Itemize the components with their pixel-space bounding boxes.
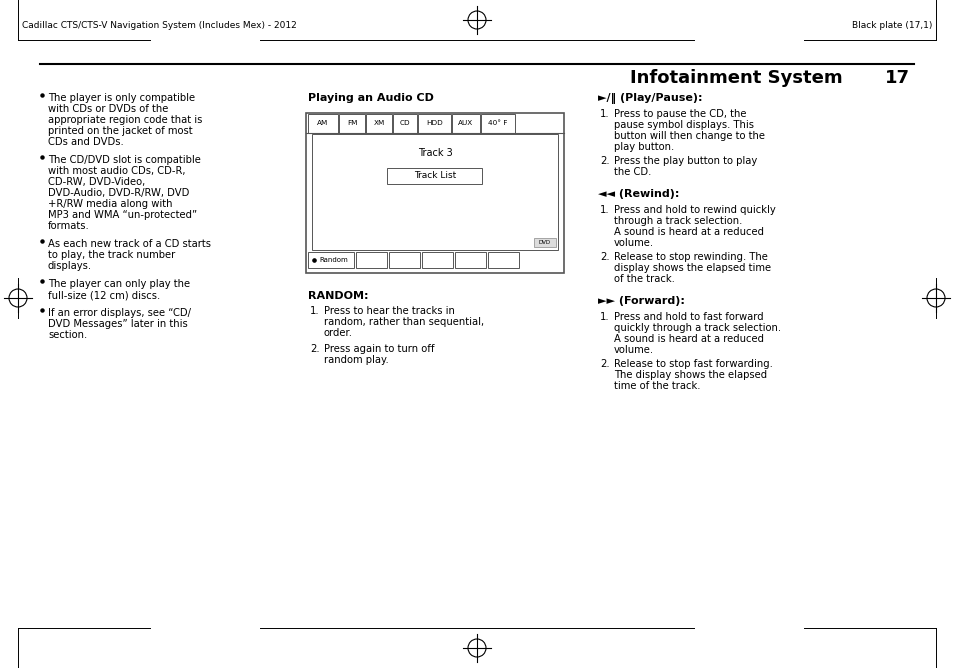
- Bar: [452, 114, 479, 133]
- Bar: [393, 114, 416, 133]
- Bar: [455, 252, 485, 268]
- Text: 1.: 1.: [599, 109, 609, 119]
- Text: Track 3: Track 3: [417, 148, 452, 158]
- Text: CD: CD: [399, 120, 410, 126]
- Bar: [355, 252, 387, 268]
- Text: through a track selection.: through a track selection.: [614, 216, 741, 226]
- Text: RANDOM:: RANDOM:: [308, 291, 368, 301]
- Bar: [417, 114, 451, 133]
- Text: XM: XM: [373, 120, 384, 126]
- Bar: [338, 114, 365, 133]
- Text: Infotainment System: Infotainment System: [629, 69, 841, 87]
- Text: Press again to turn off: Press again to turn off: [324, 344, 434, 354]
- Text: random play.: random play.: [324, 355, 388, 365]
- Text: The player can only play the: The player can only play the: [48, 279, 190, 289]
- Text: HDD: HDD: [426, 120, 442, 126]
- Text: As each new track of a CD starts: As each new track of a CD starts: [48, 239, 211, 249]
- Bar: [421, 252, 453, 268]
- Text: CD-RW, DVD-Video,: CD-RW, DVD-Video,: [48, 177, 145, 187]
- Text: DVD-Audio, DVD-R/RW, DVD: DVD-Audio, DVD-R/RW, DVD: [48, 188, 190, 198]
- Bar: [480, 114, 515, 133]
- Text: AUX: AUX: [457, 120, 473, 126]
- Bar: [306, 113, 563, 273]
- Text: DVD: DVD: [538, 240, 551, 245]
- Text: random, rather than sequential,: random, rather than sequential,: [324, 317, 483, 327]
- Text: The CD/DVD slot is compatible: The CD/DVD slot is compatible: [48, 155, 201, 165]
- Bar: [308, 252, 354, 268]
- Text: 40° F: 40° F: [488, 120, 507, 126]
- Text: volume.: volume.: [614, 345, 654, 355]
- Text: Press to hear the tracks in: Press to hear the tracks in: [324, 306, 455, 316]
- Text: ◄◄ (Rewind):: ◄◄ (Rewind):: [598, 189, 679, 199]
- Bar: [366, 114, 392, 133]
- Text: 17: 17: [884, 69, 909, 87]
- Text: 2.: 2.: [599, 359, 609, 369]
- Text: Press to pause the CD, the: Press to pause the CD, the: [614, 109, 745, 119]
- Text: 2.: 2.: [599, 252, 609, 262]
- Text: of the track.: of the track.: [614, 274, 674, 284]
- Text: section.: section.: [48, 330, 87, 340]
- Text: AM: AM: [317, 120, 328, 126]
- Text: appropriate region code that is: appropriate region code that is: [48, 115, 202, 125]
- Text: formats.: formats.: [48, 221, 90, 231]
- Bar: [312, 134, 558, 250]
- Text: ►► (Forward):: ►► (Forward):: [598, 296, 684, 306]
- Text: full-size (12 cm) discs.: full-size (12 cm) discs.: [48, 290, 160, 300]
- Text: Release to stop fast forwarding.: Release to stop fast forwarding.: [614, 359, 772, 369]
- Text: Playing an Audio CD: Playing an Audio CD: [308, 93, 434, 103]
- Text: quickly through a track selection.: quickly through a track selection.: [614, 323, 781, 333]
- Text: A sound is heard at a reduced: A sound is heard at a reduced: [614, 334, 763, 344]
- Text: the CD.: the CD.: [614, 167, 651, 177]
- Text: to play, the track number: to play, the track number: [48, 250, 175, 260]
- Text: display shows the elapsed time: display shows the elapsed time: [614, 263, 770, 273]
- Text: Track List: Track List: [414, 172, 456, 180]
- Text: order.: order.: [324, 328, 353, 338]
- Text: 2.: 2.: [599, 156, 609, 166]
- Text: +R/RW media along with: +R/RW media along with: [48, 199, 172, 209]
- Text: Random: Random: [319, 257, 348, 263]
- Text: 1.: 1.: [310, 306, 319, 316]
- Text: Press and hold to rewind quickly: Press and hold to rewind quickly: [614, 205, 775, 215]
- Text: The display shows the elapsed: The display shows the elapsed: [614, 370, 766, 380]
- Text: 1.: 1.: [599, 312, 609, 322]
- Text: A sound is heard at a reduced: A sound is heard at a reduced: [614, 227, 763, 237]
- Text: Black plate (17,1): Black plate (17,1): [851, 21, 931, 29]
- Text: ►/‖ (Play/Pause):: ►/‖ (Play/Pause):: [598, 93, 701, 104]
- Text: volume.: volume.: [614, 238, 654, 248]
- Text: DVD Messages” later in this: DVD Messages” later in this: [48, 319, 188, 329]
- Text: Press and hold to fast forward: Press and hold to fast forward: [614, 312, 762, 322]
- Text: displays.: displays.: [48, 261, 92, 271]
- Text: printed on the jacket of most: printed on the jacket of most: [48, 126, 193, 136]
- Bar: [308, 114, 337, 133]
- Text: Press the play button to play: Press the play button to play: [614, 156, 757, 166]
- Bar: [389, 252, 419, 268]
- Text: 2.: 2.: [310, 344, 319, 354]
- Bar: [488, 252, 518, 268]
- Text: FM: FM: [347, 120, 356, 126]
- Text: Cadillac CTS/CTS-V Navigation System (Includes Mex) - 2012: Cadillac CTS/CTS-V Navigation System (In…: [22, 21, 296, 29]
- Text: play button.: play button.: [614, 142, 674, 152]
- Text: If an error displays, see “CD/: If an error displays, see “CD/: [48, 308, 191, 318]
- Text: Release to stop rewinding. The: Release to stop rewinding. The: [614, 252, 767, 262]
- Text: CDs and DVDs.: CDs and DVDs.: [48, 137, 124, 147]
- Text: with most audio CDs, CD-R,: with most audio CDs, CD-R,: [48, 166, 185, 176]
- Text: 1.: 1.: [599, 205, 609, 215]
- Text: time of the track.: time of the track.: [614, 381, 700, 391]
- Bar: [534, 238, 556, 247]
- Bar: [387, 168, 482, 184]
- Text: with CDs or DVDs of the: with CDs or DVDs of the: [48, 104, 168, 114]
- Text: The player is only compatible: The player is only compatible: [48, 93, 195, 103]
- Text: button will then change to the: button will then change to the: [614, 131, 764, 141]
- Text: MP3 and WMA “un-protected”: MP3 and WMA “un-protected”: [48, 210, 197, 220]
- Text: pause symbol displays. This: pause symbol displays. This: [614, 120, 753, 130]
